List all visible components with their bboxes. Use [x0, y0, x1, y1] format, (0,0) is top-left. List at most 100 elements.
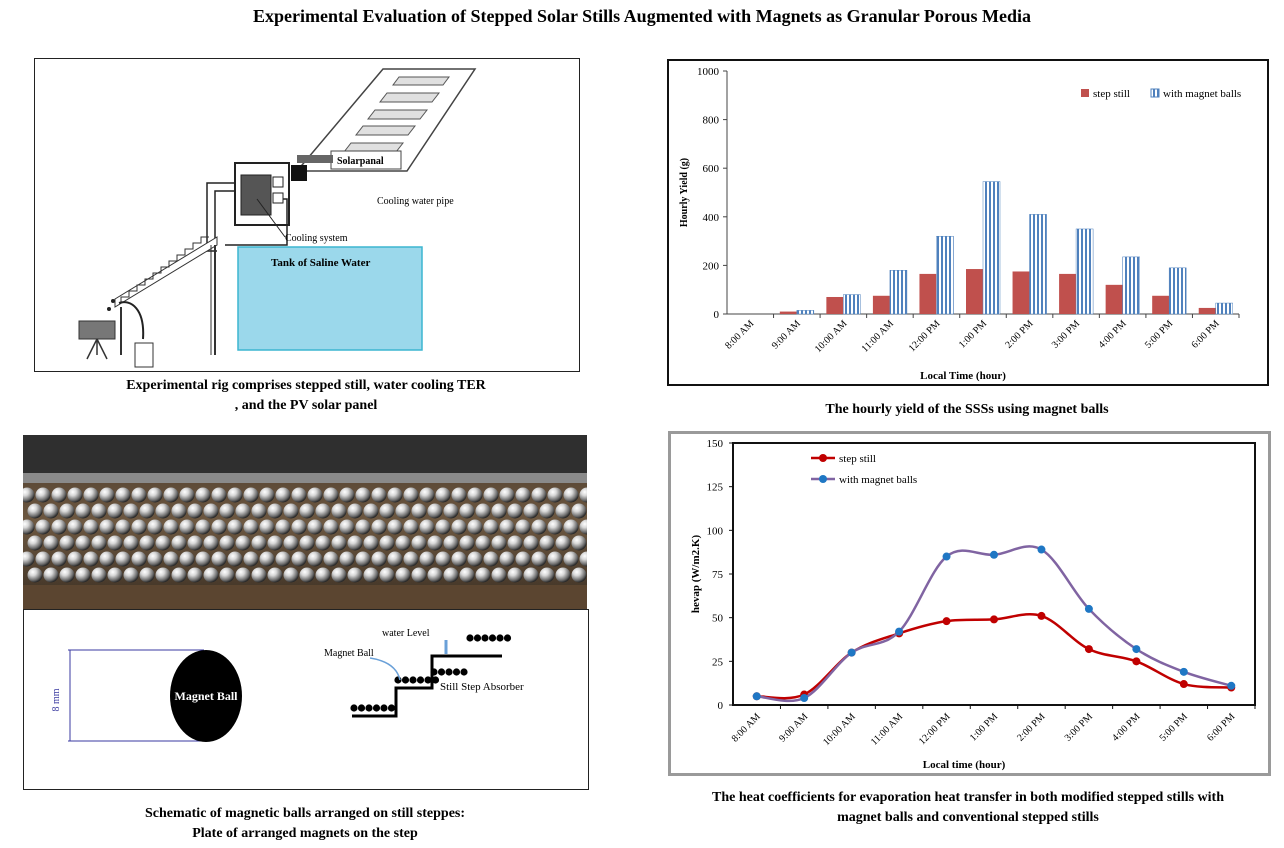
step-balls: [350, 634, 512, 712]
magnet-ball: [155, 567, 171, 583]
magnet-ball: [443, 535, 459, 551]
step-ball: [460, 668, 468, 676]
magnet-ball: [491, 503, 507, 519]
magnet-ball: [371, 519, 387, 535]
heat-caption-line2: magnet balls and conventional stepped st…: [837, 810, 1099, 825]
solar-panel-label: Solarpanal: [337, 156, 384, 167]
step-ball: [503, 634, 512, 642]
magnet-ball: [467, 487, 483, 503]
schematic-diagram: 8 mm Magnet Ball water Level Magnet Ball…: [51, 628, 524, 742]
x-tick-label: 8:00 AM: [730, 711, 763, 744]
magnet-ball: [299, 535, 315, 551]
magnet-ball: [227, 519, 243, 535]
magnet-ball: [539, 503, 555, 519]
magnet-ball: [315, 503, 331, 519]
magnet-ball: [107, 567, 123, 583]
saline-water-tank: [237, 246, 423, 351]
magnet-ball: [203, 567, 219, 583]
magnet-ball: [51, 487, 67, 503]
x-tick-label: 1:00 PM: [957, 318, 989, 350]
bar-with-magnet-balls: [936, 235, 954, 315]
solar-panel-cell: [354, 125, 417, 136]
magnet-ball: [67, 487, 83, 503]
magnet-ball: [363, 567, 379, 583]
magnet-ball: [435, 519, 451, 535]
water-level-label: water Level: [382, 628, 430, 639]
magnet-ball: [355, 551, 371, 567]
step-ball: [372, 704, 381, 712]
magnet-ball: [331, 535, 347, 551]
y-tick-label: 0: [714, 309, 720, 321]
magnet-ball: [475, 535, 491, 551]
magnet-ball: [355, 487, 371, 503]
magnet-ball: [243, 551, 259, 567]
legend-label: with magnet balls: [1163, 88, 1241, 100]
magnet-ball: [227, 487, 243, 503]
magnet-ball: [579, 487, 587, 503]
magnet-ball: [35, 519, 51, 535]
magnet-ball: [387, 487, 403, 503]
magnet-ball: [347, 503, 363, 519]
magnet-ball: [419, 487, 435, 503]
magnet-ball: [507, 567, 523, 583]
magnet-ball: [83, 487, 99, 503]
magnet-ball: [475, 503, 491, 519]
magnet-ball: [243, 519, 259, 535]
magnet-ball: [139, 535, 155, 551]
magnet-ball: [75, 503, 91, 519]
magnet-ball: [339, 551, 355, 567]
y-tick-label: 25: [712, 656, 724, 668]
magnet-ball: [579, 519, 587, 535]
magnet-ball: [331, 567, 347, 583]
heat-caption: The heat coefficients for evaporation he…: [660, 788, 1276, 828]
collection-bottle: [134, 342, 154, 368]
x-tick-label: 10:00 AM: [821, 711, 858, 748]
x-tick-label: 5:00 PM: [1158, 711, 1190, 743]
x-tick-label: 3:00 PM: [1050, 318, 1082, 350]
bar-with-magnet-balls: [889, 270, 908, 315]
y-tick-label: 75: [712, 569, 724, 581]
magnet-ball: [251, 503, 267, 519]
plot-area: [732, 442, 1256, 706]
magnet-ball: [571, 503, 587, 519]
bar-step-still: [779, 311, 797, 314]
magnet-ball: [475, 567, 491, 583]
step-ball: [488, 634, 497, 642]
magnet-ball: [27, 535, 43, 551]
scale-box: [78, 320, 116, 340]
magnet-ball: [187, 535, 203, 551]
x-tick-label: 11:00 AM: [869, 711, 905, 747]
magnet-ball: [179, 519, 195, 535]
magnet-ball: [23, 519, 35, 535]
magnet-ball: [91, 503, 107, 519]
magnet-ball: [171, 567, 187, 583]
schematic-caption: Schematic of magnetic balls arranged on …: [23, 804, 587, 844]
magnet-ball: [571, 567, 587, 583]
magnet-ball: [27, 567, 43, 583]
magnet-ball: [299, 567, 315, 583]
photo-top-rail: [23, 435, 587, 473]
magnet-ball: [59, 503, 75, 519]
magnet-ball: [419, 551, 435, 567]
point-step-still: [1179, 680, 1188, 689]
y-tick-label: 125: [707, 482, 724, 494]
magnet-ball: [523, 503, 539, 519]
magnet-ball: [355, 519, 371, 535]
magnet-ball: [267, 567, 283, 583]
magnet-ball: [523, 567, 539, 583]
magnet-ball: [235, 503, 251, 519]
magnet-ball: [35, 551, 51, 567]
bar-with-magnet-balls: [1075, 228, 1094, 315]
point-with-magnet-balls: [847, 648, 856, 657]
cooling-system-leader: [256, 198, 286, 238]
tank-label: Tank of Saline Water: [271, 257, 370, 269]
point-step-still: [942, 617, 951, 626]
magnet-ball: [515, 487, 531, 503]
x-tick-label: 3:00 PM: [1063, 711, 1095, 743]
bar-step-still: [826, 296, 844, 314]
x-tick-label: 2:00 PM: [1003, 318, 1035, 350]
legend-label: step still: [839, 453, 876, 465]
magnet-ball: [555, 503, 571, 519]
bar-step-still: [966, 269, 983, 314]
magnet-ball: [227, 551, 243, 567]
